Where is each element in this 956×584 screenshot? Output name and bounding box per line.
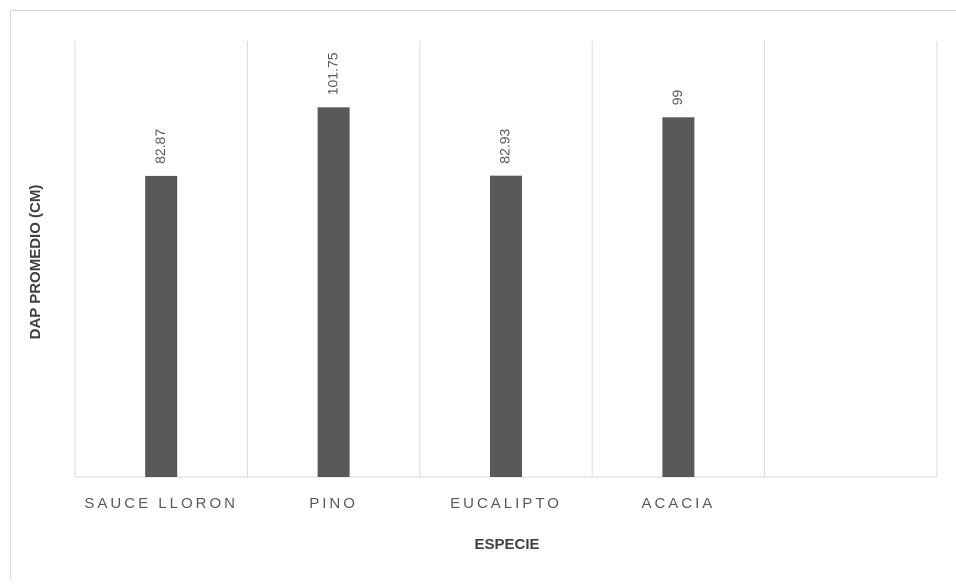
value-label: 101.75	[324, 52, 340, 95]
value-label: 82.93	[497, 128, 513, 163]
bar	[662, 117, 694, 477]
x-tick-label: PINO	[309, 495, 358, 512]
x-axis-title: ESPECIE	[474, 536, 539, 553]
x-tick-label: ACACIA	[641, 495, 715, 512]
bar	[318, 107, 350, 477]
x-tick-label: EUCALIPTO	[450, 495, 562, 512]
value-label: 99	[669, 90, 685, 106]
value-label: 82.87	[152, 129, 168, 164]
bar	[490, 176, 522, 477]
bar	[145, 176, 177, 477]
x-tick-label: SAUCE LLORON	[84, 495, 238, 512]
y-axis-title: DAP PROMEDIO (CM)	[27, 185, 44, 340]
